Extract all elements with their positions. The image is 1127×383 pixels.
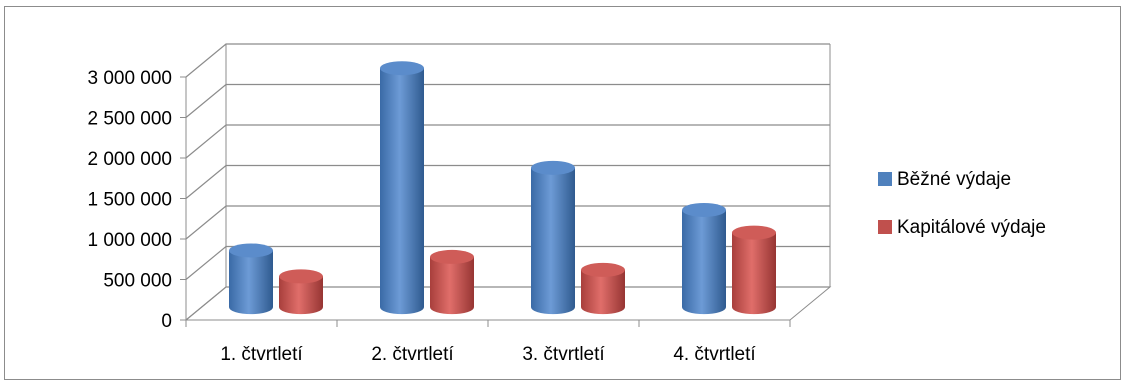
y-tick-label: 1 500 000 [87, 190, 172, 211]
bar-top [531, 160, 575, 175]
bar-body [430, 256, 474, 315]
bar-kapitalove-1 [279, 269, 323, 315]
legend: Běžné výdaje Kapitálové výdaje [878, 169, 1046, 238]
bar-body [531, 167, 575, 315]
axes [180, 76, 791, 327]
bar-top [229, 243, 273, 258]
gridline [185, 43, 830, 78]
bar-top [581, 262, 625, 277]
bar-body [581, 269, 625, 315]
gridline [185, 164, 830, 199]
legend-label: Běžné výdaje [897, 169, 1011, 190]
bar-kapitalove-2 [430, 249, 474, 315]
legend-swatch [878, 172, 892, 186]
bar-top [430, 249, 474, 264]
x-category-label: 1. čtvrtletí [220, 344, 303, 365]
bar-top [732, 225, 776, 240]
x-category-label: 4. čtvrtletí [673, 344, 756, 365]
gridline [185, 245, 830, 280]
bar-bezne-2 [380, 61, 424, 315]
gridline [185, 286, 830, 321]
bar-bezne-4 [682, 202, 726, 315]
bar-body [380, 68, 424, 315]
bar-body [732, 232, 776, 315]
x-category-label: 2. čtvrtletí [371, 344, 454, 365]
bar-top [279, 269, 323, 284]
bar-kapitalove-3 [581, 262, 625, 315]
legend-label: Kapitálové výdaje [897, 217, 1046, 238]
bar-bezne-1 [229, 243, 273, 315]
y-tick-label: 2 500 000 [87, 109, 172, 130]
y-axis-ticks: 0 500 000 1 000 000 1 500 000 2 000 000 2 500… [87, 68, 172, 332]
y-tick-label: 500 000 [103, 271, 172, 292]
bar-bezne-3 [531, 160, 575, 315]
bar-top [682, 202, 726, 217]
bar-body [279, 276, 323, 315]
gridline [185, 83, 830, 118]
bar-top [380, 61, 424, 76]
bar-kapitalove-4 [732, 225, 776, 315]
bars [229, 61, 776, 315]
y-tick-label: 0 [161, 311, 172, 332]
gridline [185, 205, 830, 240]
gridline [185, 124, 830, 159]
y-tick-label: 1 000 000 [87, 230, 172, 251]
x-axis-labels: 1. čtvrtletí 2. čtvrtletí 3. čtvrtletí 4. č… [220, 344, 756, 365]
bar-body [682, 209, 726, 315]
y-tick-label: 2 000 000 [87, 149, 172, 170]
bar-body [229, 250, 273, 315]
y-tick-label: 3 000 000 [87, 68, 172, 89]
gridlines [185, 43, 830, 321]
x-category-label: 3. čtvrtletí [522, 344, 605, 365]
legend-swatch [878, 220, 892, 234]
